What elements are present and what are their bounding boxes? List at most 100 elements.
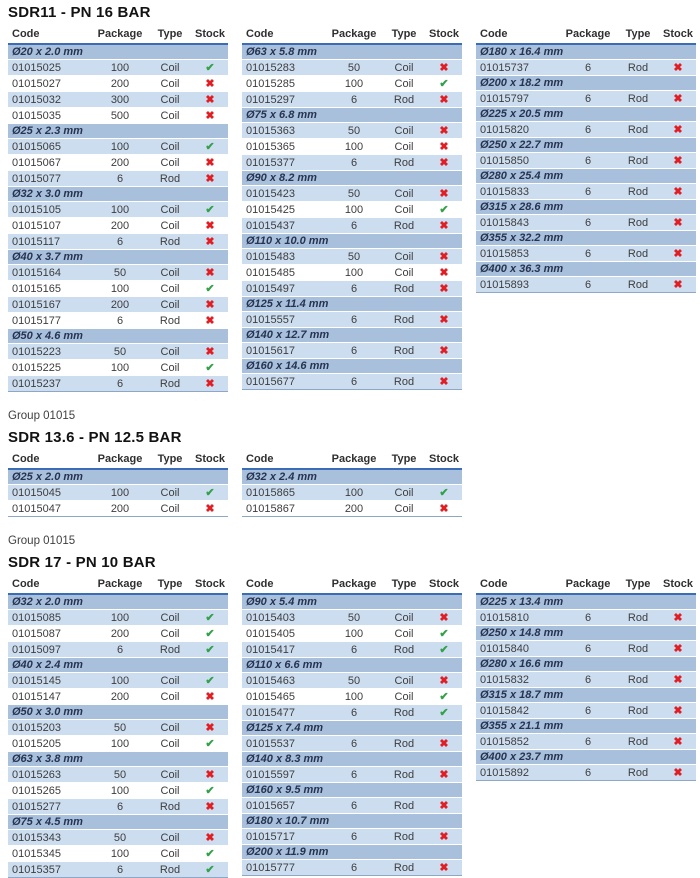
table-header: Code Package Type Stock (8, 576, 228, 595)
product-row: 01015145 100 Coil ✔ (8, 672, 228, 689)
type-cell: Rod (616, 152, 660, 169)
stock-cell: ✖ (192, 154, 228, 171)
out-of-stock-cross-icon: ✖ (205, 503, 215, 515)
stock-cell: ✔ (192, 201, 228, 218)
size-group-header: Ø32 x 2.4 mm (242, 469, 462, 485)
stock-cell: ✖ (660, 733, 696, 750)
out-of-stock-cross-icon: ✖ (205, 346, 215, 358)
size-group-header: Ø315 x 28.6 mm (476, 199, 696, 215)
out-of-stock-cross-icon: ✖ (673, 62, 683, 74)
group-label: Group 01015 (8, 410, 76, 422)
column-header-code: Code (242, 576, 326, 595)
stock-cell: ✖ (192, 107, 228, 124)
out-of-stock-cross-icon: ✖ (439, 62, 449, 74)
product-table: Code Package Type Stock Ø32 x 2.4 mm 01015865… (242, 451, 462, 517)
package-cell: 6 (326, 217, 382, 234)
code-cell: 01015363 (242, 122, 326, 139)
code-cell: 01015047 (8, 500, 92, 517)
stock-cell: ✖ (426, 217, 462, 234)
code-cell: 01015285 (242, 75, 326, 92)
size-group-label: Ø355 x 21.1 mm (476, 718, 696, 734)
size-group-header: Ø180 x 16.4 mm (476, 44, 696, 60)
product-row: 01015085 100 Coil ✔ (8, 609, 228, 626)
stock-cell: ✖ (660, 152, 696, 169)
out-of-stock-cross-icon: ✖ (205, 220, 215, 232)
package-cell: 6 (560, 609, 616, 626)
size-group-header: Ø75 x 6.8 mm (242, 107, 462, 123)
column-header-stock: Stock (192, 576, 228, 595)
stock-cell: ✔ (426, 641, 462, 658)
size-group-header: Ø280 x 16.6 mm (476, 656, 696, 672)
code-cell: 01015425 (242, 201, 326, 218)
type-cell: Coil (148, 59, 192, 76)
type-cell: Rod (616, 183, 660, 200)
size-group-label: Ø40 x 2.4 mm (8, 657, 228, 673)
package-cell: 100 (326, 264, 382, 281)
table-body: Ø180 x 16.4 mm 01015737 6 Rod ✖ Ø200 x 18.2 m… (476, 44, 696, 293)
product-row: 01015737 6 Rod ✖ (476, 59, 696, 76)
package-cell: 6 (326, 342, 382, 359)
size-group-header: Ø140 x 12.7 mm (242, 327, 462, 343)
code-cell: 01015842 (476, 702, 560, 719)
size-group-label: Ø25 x 2.3 mm (8, 123, 228, 139)
code-cell: 01015417 (242, 641, 326, 658)
code-cell: 01015107 (8, 217, 92, 234)
type-cell: Rod (616, 121, 660, 138)
column-header-type: Type (382, 576, 426, 595)
stock-cell: ✖ (426, 122, 462, 139)
package-cell: 100 (326, 484, 382, 501)
table-body: Ø32 x 2.4 mm 01015865 100 Coil ✔ 01015867 200 C… (242, 469, 462, 517)
size-group-label: Ø225 x 13.4 mm (476, 594, 696, 610)
table-body: Ø225 x 13.4 mm 01015810 6 Rod ✖ Ø250 x 14.8 m… (476, 594, 696, 781)
catalog-section: SDR11 - PN 16 BAR Code Package Type Stock Ø20… (8, 4, 700, 392)
type-cell: Coil (148, 264, 192, 281)
size-group-header: Ø110 x 10.0 mm (242, 233, 462, 249)
type-cell: Rod (382, 342, 426, 359)
type-cell: Rod (382, 154, 426, 171)
size-group-label: Ø50 x 4.6 mm (8, 328, 228, 344)
stock-cell: ✖ (192, 343, 228, 360)
stock-cell: ✖ (660, 276, 696, 293)
size-group-label: Ø110 x 10.0 mm (242, 233, 462, 249)
size-group-label: Ø25 x 2.0 mm (8, 469, 228, 485)
stock-cell: ✖ (660, 245, 696, 262)
table-body: Ø90 x 5.4 mm 01015403 50 Coil ✖ 01015405 100 Co… (242, 594, 462, 876)
type-cell: Rod (148, 861, 192, 878)
column-header-code: Code (476, 576, 560, 595)
out-of-stock-cross-icon: ✖ (673, 279, 683, 291)
stock-cell: ✖ (192, 719, 228, 736)
type-cell: Coil (148, 688, 192, 705)
product-row: 01015867 200 Coil ✖ (242, 500, 462, 517)
stock-cell: ✔ (192, 641, 228, 658)
stock-cell: ✔ (192, 672, 228, 689)
out-of-stock-cross-icon: ✖ (673, 736, 683, 748)
product-row: 01015833 6 Rod ✖ (476, 183, 696, 200)
product-row: 01015820 6 Rod ✖ (476, 121, 696, 138)
size-group-label: Ø50 x 3.0 mm (8, 704, 228, 720)
type-cell: Coil (382, 609, 426, 626)
size-group-header: Ø400 x 23.7 mm (476, 749, 696, 765)
package-cell: 100 (326, 625, 382, 642)
type-cell: Coil (382, 185, 426, 202)
product-row: 01015425 100 Coil ✔ (242, 201, 462, 218)
type-cell: Coil (382, 672, 426, 689)
out-of-stock-cross-icon: ✖ (439, 769, 449, 781)
product-row: 01015205 100 Coil ✔ (8, 735, 228, 752)
out-of-stock-cross-icon: ✖ (673, 186, 683, 198)
type-cell: Coil (148, 75, 192, 92)
type-cell: Coil (382, 500, 426, 517)
size-group-label: Ø125 x 11.4 mm (242, 296, 462, 312)
type-cell: Rod (382, 373, 426, 390)
table-header: Code Package Type Stock (476, 26, 696, 45)
package-cell: 6 (560, 121, 616, 138)
product-row: 01015045 100 Coil ✔ (8, 484, 228, 501)
package-cell: 50 (92, 264, 148, 281)
in-stock-check-icon: ✔ (205, 644, 215, 656)
size-group-header: Ø63 x 3.8 mm (8, 751, 228, 767)
package-cell: 6 (326, 797, 382, 814)
product-row: 01015497 6 Rod ✖ (242, 280, 462, 297)
size-group-label: Ø180 x 10.7 mm (242, 813, 462, 829)
type-cell: Coil (148, 154, 192, 171)
package-cell: 100 (326, 688, 382, 705)
code-cell: 01015237 (8, 375, 92, 392)
